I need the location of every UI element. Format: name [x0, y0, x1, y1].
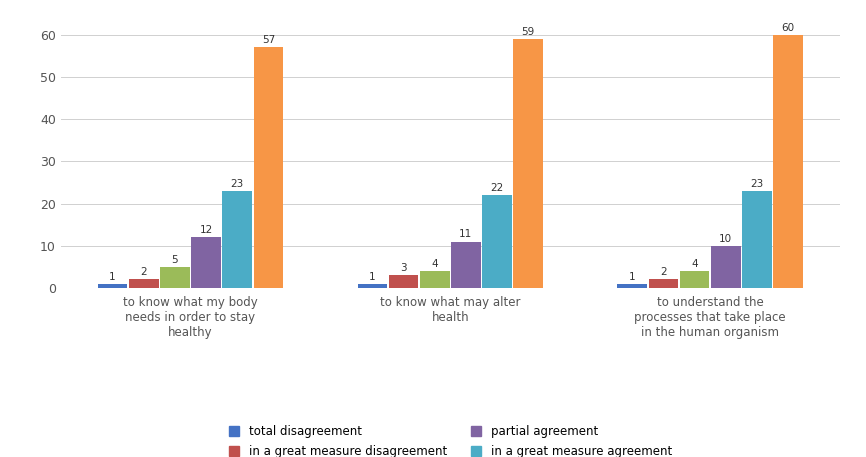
Text: 23: 23	[230, 179, 244, 189]
Text: 22: 22	[490, 183, 504, 193]
Bar	[451, 241, 481, 288]
Bar	[742, 191, 772, 288]
Bar	[191, 237, 221, 288]
Text: 57: 57	[262, 35, 275, 45]
Text: 23: 23	[750, 179, 764, 189]
Text: 1: 1	[369, 271, 376, 282]
Text: 1: 1	[109, 271, 116, 282]
Bar	[254, 48, 283, 288]
Bar	[514, 39, 543, 288]
Text: 11: 11	[459, 229, 473, 239]
Text: 3: 3	[400, 263, 407, 273]
Text: 5: 5	[171, 255, 178, 265]
Bar	[482, 195, 512, 288]
Text: 12: 12	[199, 225, 213, 235]
Text: 4: 4	[431, 259, 438, 269]
Text: 60: 60	[781, 23, 795, 33]
Bar	[129, 280, 158, 288]
Bar	[649, 280, 678, 288]
Text: 4: 4	[691, 259, 698, 269]
Text: 10: 10	[719, 234, 733, 244]
Bar	[358, 284, 387, 288]
Text: 59: 59	[521, 27, 535, 37]
Bar	[711, 246, 740, 288]
Text: 2: 2	[140, 267, 147, 277]
Bar	[160, 267, 190, 288]
Bar	[389, 275, 418, 288]
Text: 1: 1	[629, 271, 636, 282]
Legend: total disagreement, in a great measure disagreement, partial disagreement, parti: total disagreement, in a great measure d…	[229, 425, 672, 457]
Bar	[773, 35, 803, 288]
Bar	[420, 271, 449, 288]
Text: 2: 2	[660, 267, 667, 277]
Bar	[223, 191, 252, 288]
Bar	[680, 271, 709, 288]
Bar	[98, 284, 127, 288]
Bar	[617, 284, 647, 288]
